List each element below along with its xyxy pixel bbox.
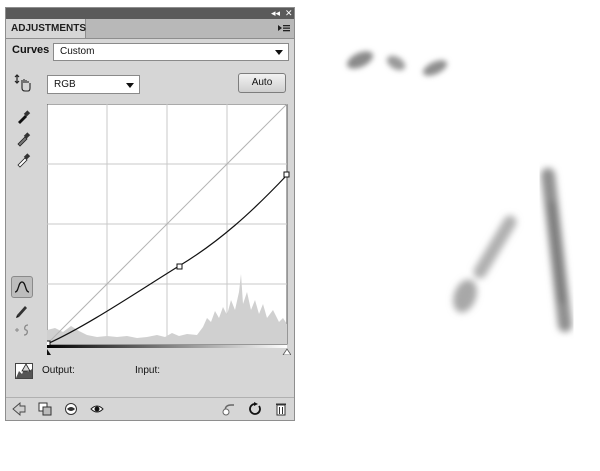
panel-titlebar: ◂◂ ✕ xyxy=(6,8,294,19)
channel-value: RGB xyxy=(54,79,76,90)
document-canvas[interactable] xyxy=(300,0,600,471)
reset-icon[interactable] xyxy=(248,402,262,416)
preset-label: Curves xyxy=(12,44,50,56)
curve-point[interactable] xyxy=(283,171,290,178)
collapse-icon[interactable]: ◂◂ xyxy=(271,8,281,18)
preset-value: Custom xyxy=(60,46,95,57)
brush-stroke-left-diagonal xyxy=(453,215,517,313)
trash-icon[interactable] xyxy=(274,402,288,416)
brush-stroke-top-left xyxy=(346,51,448,76)
curve-point[interactable] xyxy=(176,263,183,270)
white-point-slider[interactable] xyxy=(282,348,291,355)
input-gradient-bar xyxy=(47,345,287,348)
histogram-warning-icon[interactable] xyxy=(15,363,33,379)
black-point-slider[interactable] xyxy=(47,349,51,355)
baseline-diagonal xyxy=(47,104,288,345)
close-icon[interactable]: ✕ xyxy=(285,8,293,18)
channel-dropdown[interactable]: RGB xyxy=(47,75,140,94)
output-input-row: Output: Input: xyxy=(6,362,294,382)
clip-to-layer-icon[interactable] xyxy=(38,402,52,416)
edit-points-curve-icon[interactable] xyxy=(11,276,33,298)
chevron-down-icon xyxy=(275,50,283,55)
back-arrow-icon[interactable] xyxy=(12,402,26,416)
brush-stroke-right-vertical xyxy=(541,168,572,332)
tab-adjustments[interactable]: ADJUSTMENTS xyxy=(6,19,86,38)
view-previous-icon[interactable] xyxy=(222,402,236,416)
visibility-eye-icon[interactable] xyxy=(90,402,104,416)
preset-dropdown[interactable]: Custom xyxy=(53,43,289,61)
adjustments-panel: ◂◂ ✕ ADJUSTMENTS Curves Custom RGB Auto xyxy=(5,7,295,421)
view-previous-state-icon[interactable] xyxy=(64,402,78,416)
pencil-draw-icon[interactable] xyxy=(11,299,33,321)
curves-graph[interactable] xyxy=(47,104,291,355)
input-label: Input: xyxy=(135,365,161,376)
chevron-down-icon xyxy=(126,82,134,88)
panel-menu-icon[interactable] xyxy=(278,22,290,34)
panel-tab-row: ADJUSTMENTS xyxy=(6,19,294,39)
bottom-toolbar xyxy=(6,397,294,421)
preset-row: Curves Custom xyxy=(6,41,294,63)
histogram xyxy=(47,274,287,344)
gray-point-eyedropper-icon[interactable] xyxy=(12,128,34,150)
auto-button[interactable]: Auto xyxy=(238,73,286,93)
output-label: Output: xyxy=(42,365,75,376)
black-point-eyedropper-icon[interactable] xyxy=(12,106,34,128)
on-image-adjust-icon[interactable] xyxy=(11,72,33,94)
smooth-curve-icon[interactable] xyxy=(11,319,33,341)
white-point-eyedropper-icon[interactable] xyxy=(12,149,34,171)
